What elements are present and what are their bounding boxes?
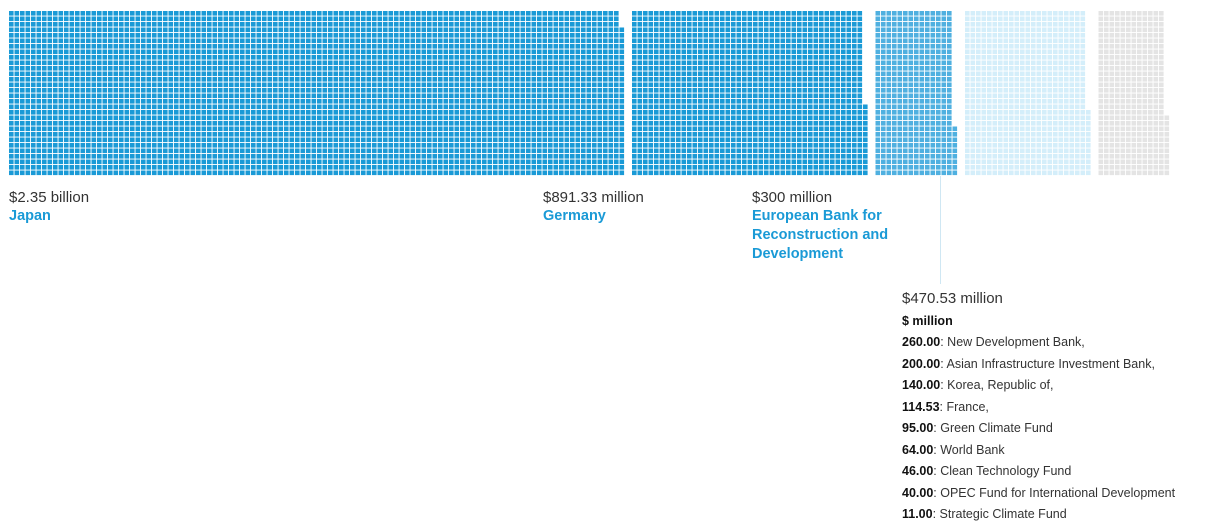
others-item-value: 114.53: [902, 399, 940, 414]
others-item: 40.00: OPEC Fund for International Devel…: [902, 483, 1222, 505]
others-item-value: 46.00: [902, 464, 934, 478]
label-others: $470.53 million $ million 260.00: New De…: [902, 289, 1222, 526]
japan-name: Japan: [9, 208, 51, 224]
others-unit-heading: $ million: [902, 314, 953, 328]
others-item-name: : Strategic Climate Fund: [932, 507, 1067, 521]
ebrd-name: European Bank for Reconstruction and Dev…: [752, 208, 889, 262]
others-item: 11.00: Strategic Climate Fund: [902, 504, 1222, 526]
waffle-block-germany: [632, 11, 868, 176]
others-item-name: : OPEC Fund for International Developmen…: [933, 485, 1176, 500]
others-item: 140.00: Korea, Republic of,: [902, 375, 1222, 397]
others-item-name: : Asian Infrastructure Investment Bank,: [940, 356, 1155, 371]
others-item-value: 140.00: [902, 378, 941, 392]
others-item-value: 200.00: [902, 356, 941, 371]
waffle-block-japan: [9, 11, 625, 176]
others-breakdown-list: 260.00: New Development Bank, 200.00: Asi…: [902, 332, 1222, 526]
waffle-block-ebrd: [875, 11, 958, 176]
others-item: 260.00: New Development Bank,: [902, 332, 1222, 354]
japan-amount: $2.35 billion: [9, 189, 90, 206]
label-ebrd: $300 million European Bank for Reconstru…: [752, 188, 927, 264]
others-item-name: : Green Climate Fund: [933, 421, 1053, 435]
others-item-name: : Clean Technology Fund: [933, 464, 1072, 478]
others-item-name: : France,: [939, 399, 989, 414]
ebrd-amount: $300 million: [752, 189, 833, 206]
germany-name: Germany: [543, 208, 606, 224]
label-japan: $2.35 billion Japan: [9, 188, 89, 226]
label-germany: $891.33 million Germany: [543, 188, 644, 226]
others-item-value: 40.00: [902, 485, 934, 500]
others-leader-line: [940, 176, 941, 284]
waffle-block-remaining: [1098, 11, 1170, 176]
germany-amount: $891.33 million: [543, 189, 644, 206]
others-item-value: 11.00: [902, 507, 933, 521]
others-item-name: : World Bank: [933, 442, 1005, 457]
others-item: 64.00: World Bank: [902, 440, 1222, 462]
others-item: 95.00: Green Climate Fund: [902, 418, 1222, 440]
others-item-value: 95.00: [902, 421, 934, 435]
others-item-name: : New Development Bank,: [940, 335, 1085, 349]
others-item-value: 260.00: [902, 335, 941, 349]
others-item-value: 64.00: [902, 442, 934, 457]
others-item-name: : Korea, Republic of,: [940, 378, 1054, 392]
others-item: 114.53: France,: [902, 397, 1222, 419]
others-item: 200.00: Asian Infrastructure Investment …: [902, 354, 1222, 376]
others-amount: $470.53 million: [902, 290, 1003, 307]
others-item: 46.00: Clean Technology Fund: [902, 461, 1222, 483]
waffle-chart: [9, 11, 1170, 176]
waffle-block-others: [965, 11, 1091, 176]
